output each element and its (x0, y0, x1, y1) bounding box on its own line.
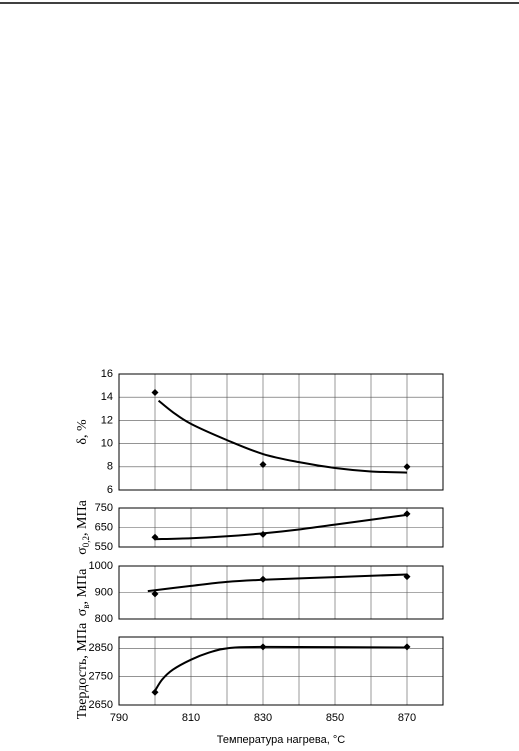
data-point (151, 688, 159, 696)
x-axis-label: Температура нагрева, °C (217, 734, 345, 746)
y-axis-label: Твердость, МПа (75, 622, 90, 719)
y-tick-label: 6 (107, 484, 113, 496)
y-tick-label: 650 (95, 521, 113, 533)
y-label-rest: , МПа (75, 568, 90, 605)
y-tick-label: 900 (95, 586, 113, 598)
y-tick-label: 2650 (89, 699, 113, 711)
fit-curve (154, 513, 408, 541)
y-tick-label: 550 (95, 541, 113, 553)
y-tick-label: 10 (101, 438, 113, 450)
y-label-main: Твердость, МПа (75, 622, 90, 719)
y-axis-label: δ, % (75, 419, 90, 445)
y-tick-label: 14 (101, 391, 113, 403)
fit-curve (157, 399, 408, 474)
plot-frame (118, 373, 444, 491)
y-tick-label: 16 (101, 368, 113, 380)
y-label-rest: , МПа (75, 499, 90, 536)
y-tick-label: 2850 (89, 642, 113, 654)
y-tick-label: 12 (101, 414, 113, 426)
x-tick-label: 830 (254, 712, 272, 724)
data-point (151, 590, 159, 598)
fit-curve (147, 573, 408, 593)
y-axis-label: σ0,2, МПа (75, 499, 91, 554)
x-tick-label: 790 (110, 712, 128, 724)
y-label-main: σ (75, 547, 90, 555)
y-label-sub: в (81, 604, 91, 608)
y-tick-label: 1000 (89, 560, 113, 572)
y-tick-label: 750 (95, 502, 113, 514)
data-point (151, 389, 159, 397)
fit-curve (154, 645, 408, 692)
x-tick-label: 870 (398, 712, 416, 724)
y-tick-label: 8 (107, 461, 113, 473)
data-point (259, 460, 267, 468)
data-point (403, 510, 411, 518)
x-tick-label: 810 (182, 712, 200, 724)
y-axis-label: σв, МПа (75, 568, 91, 616)
y-tick-label: 2750 (89, 671, 113, 683)
y-label-sub: 0,2 (81, 536, 91, 547)
y-label-main: σ (75, 608, 90, 616)
y-tick-label: 800 (95, 613, 113, 625)
plot-frame (118, 507, 444, 548)
y-label-main: δ, % (75, 419, 90, 445)
plot-frame (118, 636, 444, 706)
x-tick-label: 850 (326, 712, 344, 724)
data-point (403, 463, 411, 471)
plot-frame (118, 565, 444, 620)
